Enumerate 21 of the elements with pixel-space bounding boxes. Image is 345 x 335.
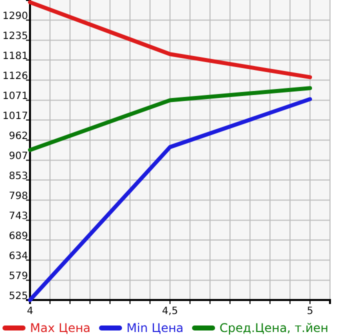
y-tick-label: 634 bbox=[8, 251, 28, 262]
y-tick-label: 1017 bbox=[2, 111, 28, 122]
y-tick-label: 743 bbox=[8, 211, 28, 222]
y-tick-label: 1235 bbox=[2, 31, 28, 42]
x-tick-label: 4,5 bbox=[162, 306, 178, 318]
y-tick-label: 1126 bbox=[2, 71, 28, 82]
legend-label: Min Цена bbox=[126, 321, 184, 335]
y-tick-label: 579 bbox=[8, 271, 28, 282]
y-tick-label: 853 bbox=[8, 171, 28, 182]
y-tick-label: 798 bbox=[8, 191, 28, 202]
y-tick-label: 1290 bbox=[2, 11, 28, 22]
y-tick-label: 907 bbox=[8, 151, 28, 162]
y-tick-label: 962 bbox=[8, 131, 28, 142]
legend-label: Max Цена bbox=[30, 321, 91, 335]
x-tick-label: 4 bbox=[26, 306, 34, 318]
x-tick-label: 5 bbox=[306, 306, 314, 318]
y-tick-label: 525 bbox=[8, 291, 28, 302]
legend-label: Сред.Цена, т.йен bbox=[220, 321, 328, 335]
y-tick-label: 1071 bbox=[2, 91, 28, 102]
y-tick-label: 1181 bbox=[2, 51, 28, 62]
y-tick-label: 689 bbox=[8, 231, 28, 242]
